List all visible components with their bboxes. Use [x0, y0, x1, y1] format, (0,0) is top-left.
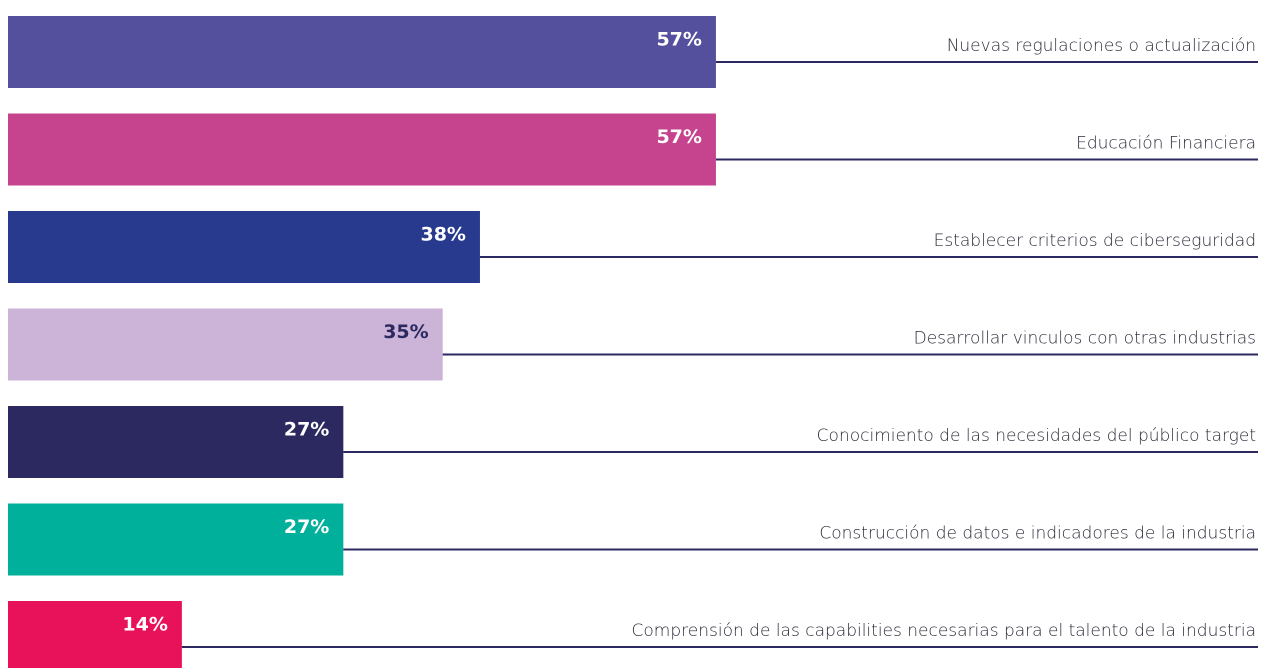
bar [8, 113, 716, 186]
category-label: Desarrollar vinculos con otras industria… [914, 329, 1256, 349]
bar [8, 308, 443, 381]
value-label: 27% [284, 419, 329, 441]
value-label: 57% [656, 126, 701, 148]
bar [8, 211, 480, 283]
value-label: 27% [284, 516, 329, 538]
bar [8, 406, 344, 478]
category-label: Establecer criterios de ciberseguridad [934, 231, 1256, 251]
category-label: Construcción de datos e indicadores de l… [819, 524, 1256, 544]
value-label: 35% [383, 321, 428, 343]
category-label: Conocimiento de las necesidades del públ… [817, 426, 1256, 446]
bar [8, 503, 344, 576]
bar [8, 601, 182, 668]
category-label: Comprensión de las capabilities necesari… [632, 621, 1256, 641]
bar [8, 16, 716, 88]
value-label: 38% [420, 224, 465, 246]
value-label: 14% [122, 614, 167, 636]
value-label: 57% [656, 29, 701, 51]
category-label: Nuevas regulaciones o actualización [947, 36, 1256, 56]
category-label: Educación Financiera [1076, 134, 1256, 154]
